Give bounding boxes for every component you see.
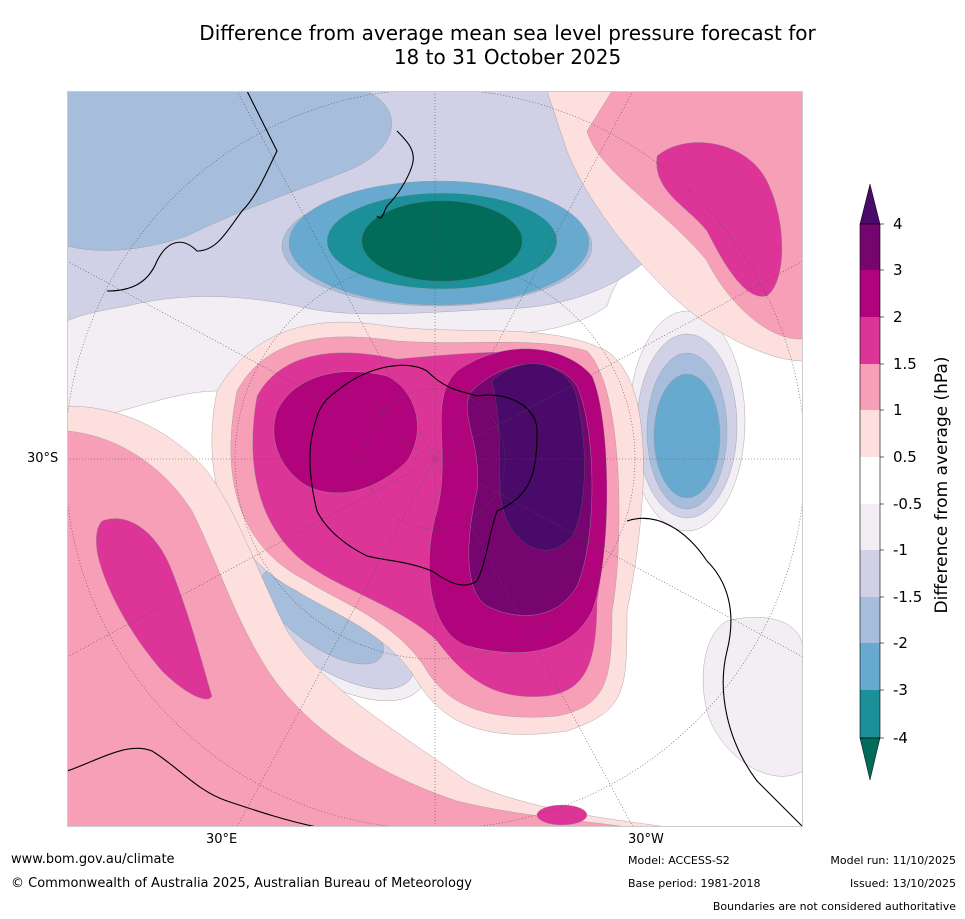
chart-title-line-1: Difference from average mean sea level p…: [199, 21, 816, 45]
colorbar-label: Difference from average (hPa): [932, 356, 952, 614]
colorbar-band-3-4: [860, 224, 880, 270]
colorbar-tick: -1.5: [893, 588, 923, 606]
colorbar-band-neg0.5-0.5: [860, 457, 880, 504]
chart-title-line-2: 18 to 31 October 2025: [393, 45, 622, 69]
indian-pos-1: [67, 430, 628, 827]
website-link[interactable]: www.bom.gov.au/climate: [11, 852, 175, 867]
colorbar-tick: 3: [893, 261, 903, 279]
colorbar-tick: -0.5: [893, 495, 923, 513]
indian-pos-1.5-small: [536, 804, 588, 826]
colorbar-tick: -3: [893, 681, 908, 699]
colorbar-band-0.5-1: [860, 410, 880, 457]
polar-pos-above-4: [491, 363, 585, 551]
model-run-text: Model run: 11/10/2025: [830, 854, 956, 867]
south-america-coastline: [626, 517, 803, 827]
model-text: Model: ACCESS-S2: [628, 854, 730, 867]
indian-pos-1.5: [96, 518, 213, 700]
australia-coastline: [106, 91, 278, 292]
colorbar-tick: -1: [893, 541, 908, 559]
pressure-anomaly-map: [67, 91, 803, 827]
anomaly-band-neg-1.5: [67, 91, 392, 251]
colorbar-band-neg2-neg1.5: [860, 597, 880, 643]
colorbar-band-neg4-neg3: [860, 690, 880, 738]
graticule: [67, 91, 803, 827]
colorbar-band-neg1.5-neg1: [860, 550, 880, 597]
new-zealand-coastline: [376, 130, 414, 219]
pacific-pos-1.5: [656, 142, 783, 297]
copyright-text: © Commonwealth of Australia 2025, Austra…: [11, 876, 472, 891]
longitude-label-30e: 30°E: [206, 832, 238, 847]
colorbar-band-neg3-neg2: [860, 643, 880, 690]
base-period-text: Base period: 1981-2018: [628, 877, 761, 890]
samerica-neg-0.5: [702, 617, 803, 777]
colorbar-tick: 2: [893, 308, 903, 326]
colorbar-band-1-1.5: [860, 364, 880, 410]
issued-text: Issued: 13/10/2025: [849, 877, 956, 890]
colorbar-tick: 0.5: [893, 448, 917, 466]
colorbar-tick: 1: [893, 401, 903, 419]
colorbar: [859, 183, 884, 781]
colorbar-tick: -4: [893, 729, 908, 747]
colorbar-band-2-3: [860, 270, 880, 317]
disclaimer-text: Boundaries are not considered authoritat…: [712, 900, 956, 913]
colorbar-band-neg1-neg0.5: [860, 504, 880, 550]
atlantic-neg-2: [653, 373, 721, 499]
colorbar-extend-top: [859, 183, 881, 225]
colorbar-tick: 4: [893, 215, 903, 233]
colorbar-tick: -2: [893, 634, 908, 652]
colorbar-band-1.5-2: [860, 317, 880, 364]
antarctica-coastline: [309, 364, 538, 586]
anomaly-core-below-neg-4: [361, 200, 523, 282]
colorbar-tick: 1.5: [893, 355, 917, 373]
africa-coastline: [67, 747, 318, 827]
colorbar-extend-bottom: [859, 737, 881, 781]
latitude-label-30s: 30°S: [27, 451, 59, 466]
longitude-label-30w: 30°W: [628, 832, 664, 847]
